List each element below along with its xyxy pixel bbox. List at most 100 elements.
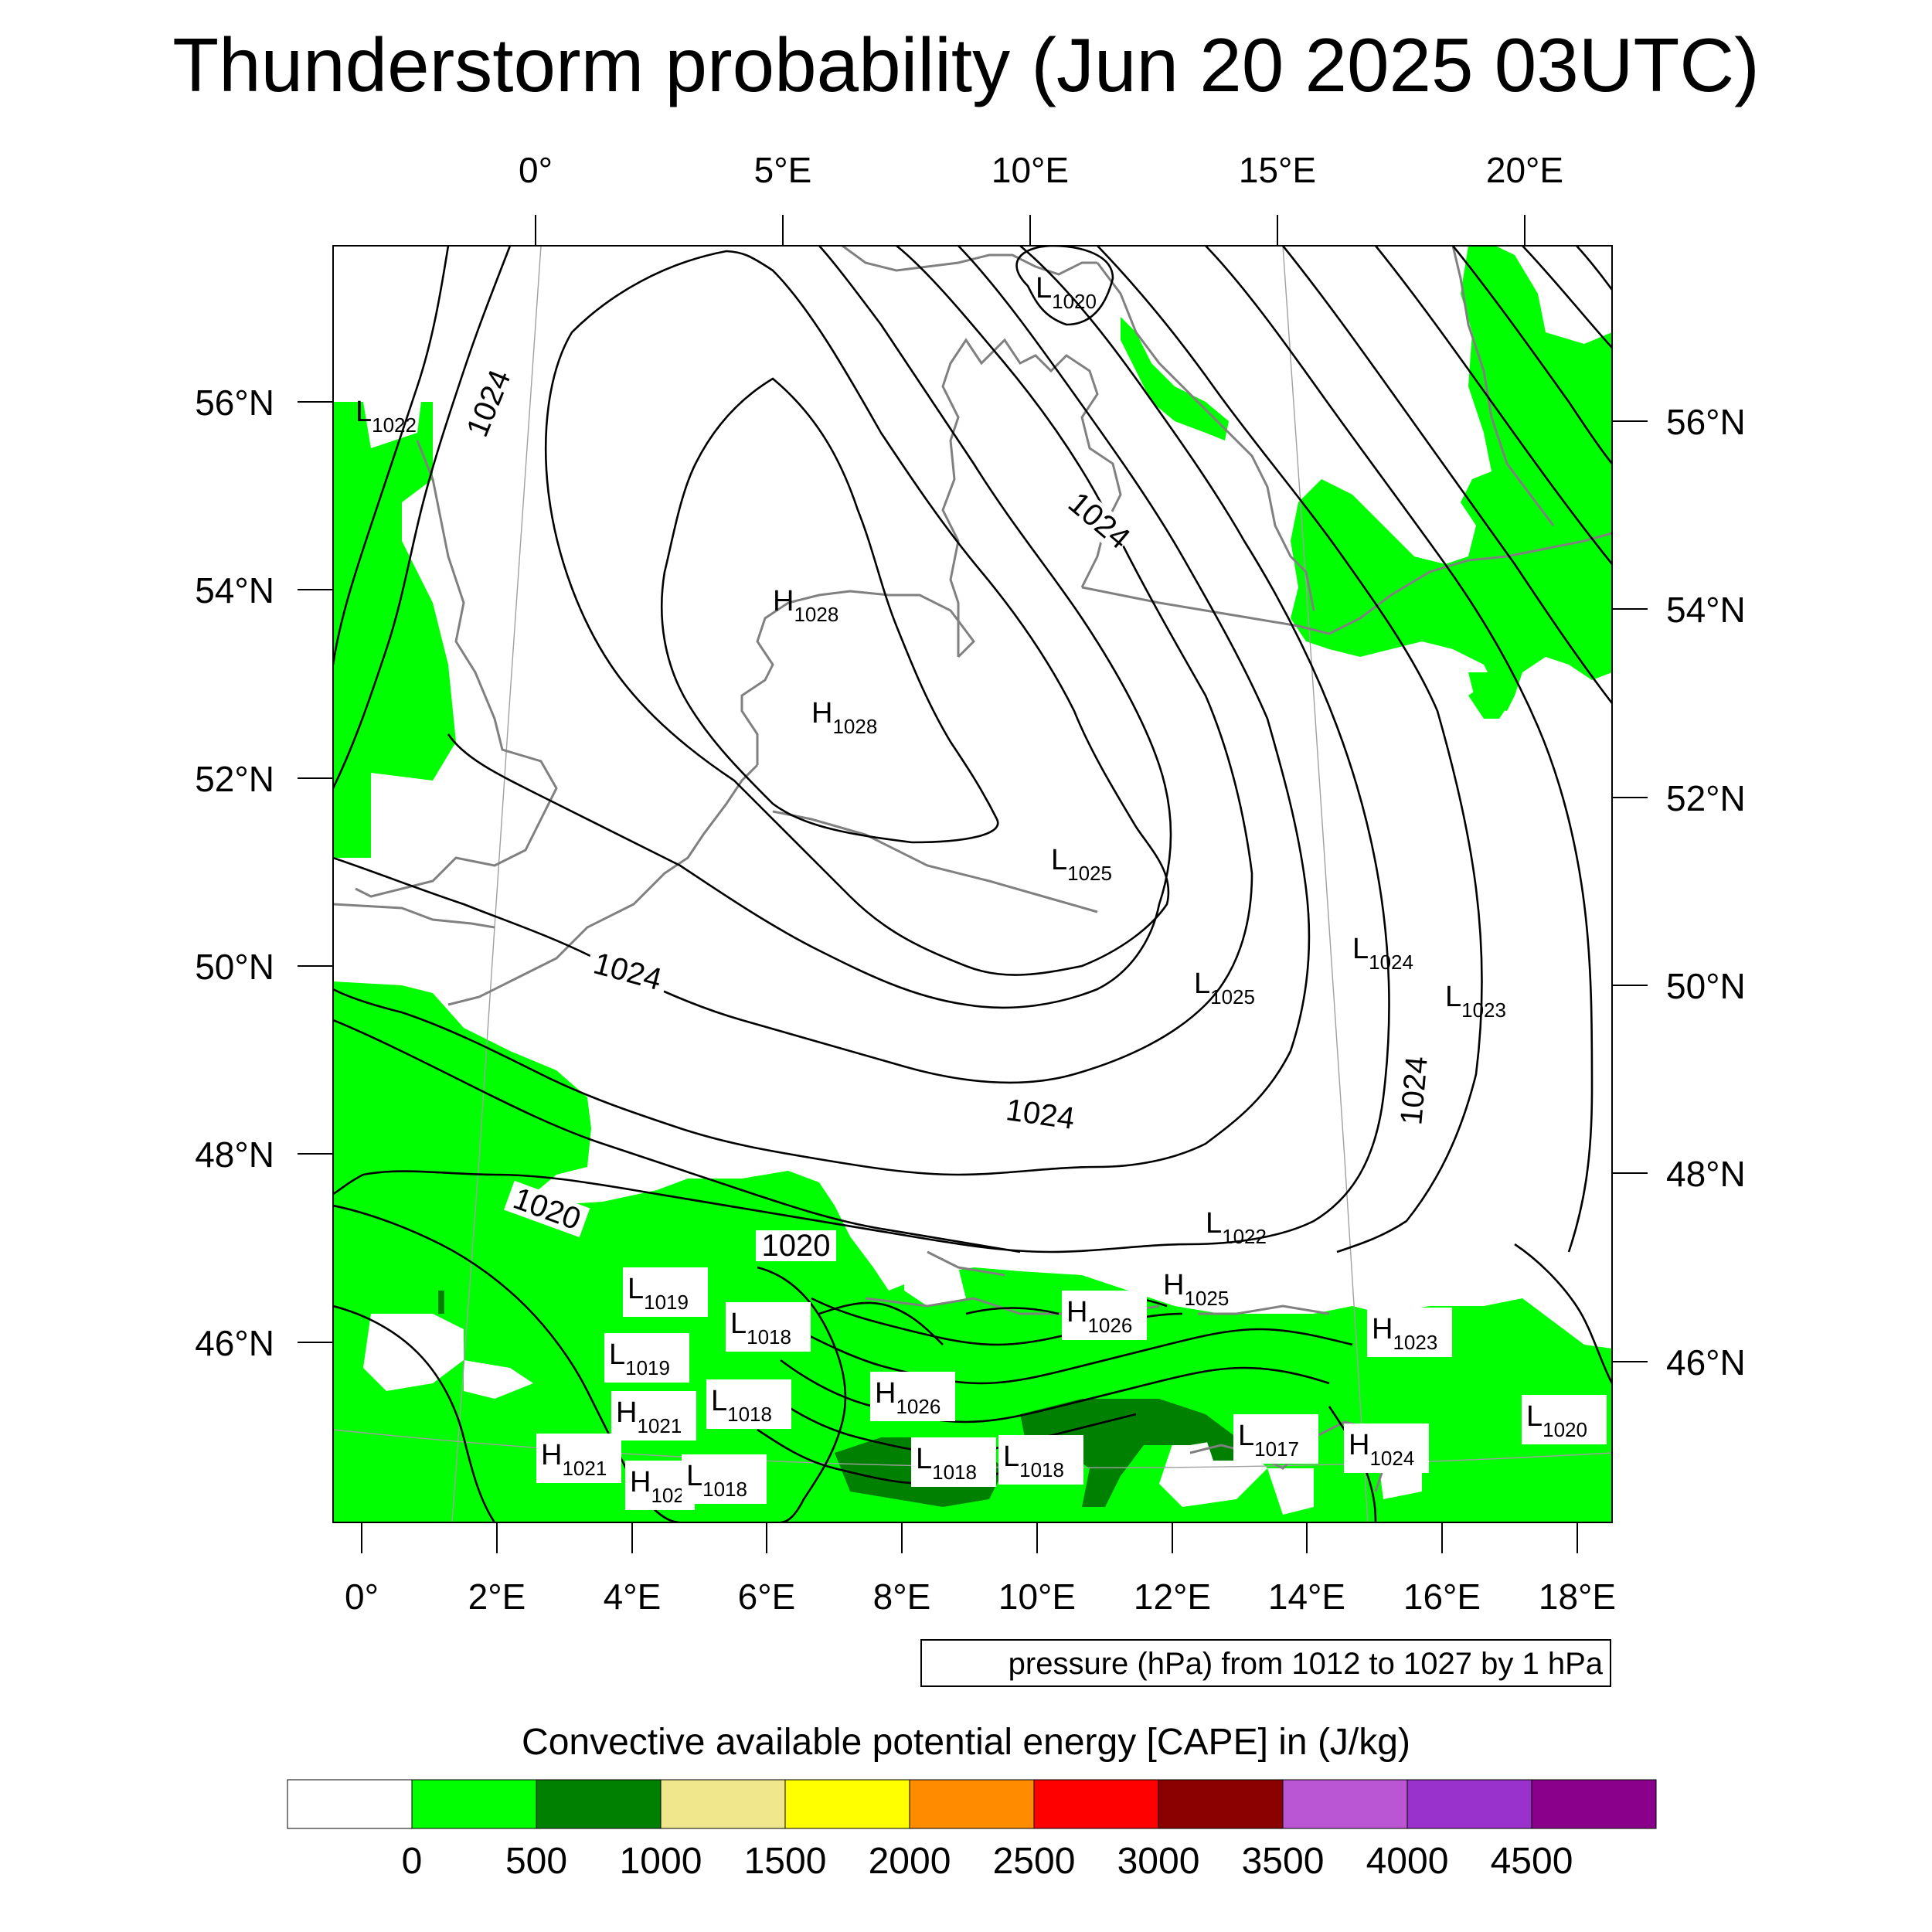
isobars bbox=[333, 246, 1612, 1522]
center-24: L1018 bbox=[998, 1435, 1083, 1485]
svg-text:L1025: L1025 bbox=[1051, 844, 1112, 885]
contour-label-1024-east: 1024 bbox=[1394, 1055, 1434, 1126]
svg-text:L1020: L1020 bbox=[1526, 1400, 1587, 1441]
center-23: L1018 bbox=[911, 1437, 996, 1487]
top-lon-label: 0° bbox=[519, 150, 553, 190]
colorbar-tick-label: 4000 bbox=[1366, 1841, 1449, 1882]
isobar-alps-1 bbox=[757, 1266, 847, 1522]
colorbar-swatch bbox=[1531, 1779, 1657, 1829]
svg-text:L1022: L1022 bbox=[355, 396, 417, 437]
coast-germany-denmark bbox=[941, 338, 1122, 657]
isobar-east-9 bbox=[1576, 246, 1612, 291]
coast-britain-east bbox=[355, 440, 558, 898]
colorbar-tick-label: 4500 bbox=[1491, 1841, 1573, 1882]
coast-sweden bbox=[1096, 262, 1315, 611]
colorbar-tick-label: 3500 bbox=[1242, 1841, 1325, 1882]
colorbar-swatch bbox=[1158, 1779, 1284, 1829]
isobar-east-2 bbox=[333, 246, 1390, 1253]
cape-gaps-layer bbox=[333, 866, 1422, 1515]
coast-poland bbox=[1081, 532, 1612, 635]
center-2: L1022 bbox=[355, 396, 417, 437]
cape-region-ne-scandinavia bbox=[1121, 317, 1229, 440]
center-19: L1020 bbox=[1522, 1395, 1607, 1444]
center-10: H1025 bbox=[1163, 1269, 1229, 1310]
svg-text:H1024: H1024 bbox=[1349, 1429, 1414, 1470]
center-17: H1026 bbox=[870, 1372, 955, 1421]
colorbar-swatch bbox=[909, 1779, 1035, 1829]
isobar-east-south bbox=[1514, 1243, 1612, 1384]
bottom-lon-label: 8°E bbox=[873, 1577, 931, 1617]
svg-text:H102: H102 bbox=[630, 1466, 685, 1507]
center-14: H1023 bbox=[1367, 1308, 1452, 1357]
colorbar-swatch bbox=[1033, 1779, 1159, 1829]
center-9: L1022 bbox=[1206, 1207, 1267, 1248]
colorbar-tick-label: 2000 bbox=[869, 1841, 951, 1882]
top-lon-label: 15°E bbox=[1239, 150, 1316, 190]
right-lat-labels: 56°N 54°N 52°N 50°N 48°N 46°N bbox=[1666, 402, 1746, 1383]
svg-text:H1028: H1028 bbox=[811, 697, 877, 738]
coast-baltic-east bbox=[1451, 246, 1555, 526]
bottom-lon-label: 2°E bbox=[468, 1577, 526, 1617]
svg-text:L1019: L1019 bbox=[609, 1338, 670, 1379]
contour-info-text: pressure (hPa) from 1012 to 1027 by 1 hP… bbox=[1009, 1647, 1604, 1681]
right-lat-label: 56°N bbox=[1666, 402, 1746, 442]
svg-text:L1018: L1018 bbox=[1003, 1440, 1064, 1481]
svg-text:H1028: H1028 bbox=[773, 585, 838, 626]
isobar-east-3 bbox=[1097, 246, 1483, 1253]
isobar-high-3 bbox=[447, 246, 1172, 1009]
center-26: L1018 bbox=[682, 1454, 767, 1504]
isobar-alps-3 bbox=[795, 1328, 1353, 1385]
pressure-centers: L1020 L1022 H1028 H1028 L1025 L1025 L102… bbox=[355, 272, 1607, 1510]
left-lat-label: 48°N bbox=[195, 1134, 274, 1175]
colorbar-labels: 0 500 1000 1500 2000 2500 3000 3500 4000 4500 bbox=[402, 1841, 1573, 1882]
cape-region-north-island bbox=[1468, 672, 1515, 711]
colorbar-tick-label: 1500 bbox=[744, 1841, 827, 1882]
svg-text:L1018: L1018 bbox=[730, 1308, 791, 1349]
colorbar-tick-label: 2500 bbox=[993, 1841, 1076, 1882]
isobar-west-1 bbox=[333, 246, 450, 665]
isobar-north-low bbox=[1015, 246, 1114, 326]
center-18: H1021 bbox=[611, 1391, 696, 1440]
isobar-south-2 bbox=[333, 1304, 496, 1522]
right-lat-label: 52°N bbox=[1666, 778, 1746, 818]
center-7: L1024 bbox=[1352, 933, 1413, 974]
center-1: L1020 bbox=[1036, 272, 1097, 313]
colorbar-swatch bbox=[1406, 1779, 1532, 1829]
cape-region-sw-france bbox=[333, 981, 1612, 1522]
center-22: H1021 bbox=[536, 1434, 621, 1483]
colorbar-tick-label: 3000 bbox=[1117, 1841, 1200, 1882]
coast-norway-south bbox=[842, 246, 1097, 276]
isobar-west-2 bbox=[333, 246, 512, 789]
svg-text:H1026: H1026 bbox=[1066, 1296, 1132, 1337]
center-11: H1026 bbox=[1062, 1291, 1147, 1340]
colorbar-tick-label: 500 bbox=[505, 1841, 567, 1882]
cape-fill-layer bbox=[333, 246, 1612, 1522]
top-lon-labels: 0° 5°E 10°E 15°E 20°E bbox=[519, 150, 1563, 190]
isobar-inner-high bbox=[661, 377, 999, 844]
center-6: L1025 bbox=[1194, 968, 1255, 1009]
svg-text:H1021: H1021 bbox=[541, 1439, 607, 1480]
center-15: L1019 bbox=[604, 1333, 689, 1383]
right-lat-label: 48°N bbox=[1666, 1154, 1746, 1194]
right-lat-axis bbox=[1612, 420, 1648, 1362]
colorbar-swatch bbox=[660, 1779, 786, 1829]
isobar-1020 bbox=[333, 1019, 1021, 1253]
coastlines bbox=[333, 246, 1612, 1492]
svg-text:L1019: L1019 bbox=[628, 1273, 689, 1314]
bottom-lon-label: 0° bbox=[345, 1577, 379, 1617]
left-lat-label: 50°N bbox=[195, 947, 274, 987]
top-lon-label: 20°E bbox=[1486, 150, 1563, 190]
border-lines bbox=[772, 810, 1330, 1315]
top-lon-label: 10°E bbox=[992, 150, 1069, 190]
isobar-east-7 bbox=[1451, 246, 1612, 464]
colorbar bbox=[287, 1779, 1657, 1829]
bottom-lon-label: 6°E bbox=[738, 1577, 796, 1617]
center-8: L1023 bbox=[1445, 981, 1506, 1022]
svg-text:H1025: H1025 bbox=[1163, 1269, 1229, 1310]
left-lat-label: 54°N bbox=[195, 570, 274, 611]
colorbar-tick-label: 1000 bbox=[620, 1841, 702, 1882]
center-3: H1028 bbox=[773, 585, 838, 626]
isobar-high-2 bbox=[544, 250, 1170, 976]
bottom-lon-label: 12°E bbox=[1134, 1577, 1211, 1617]
